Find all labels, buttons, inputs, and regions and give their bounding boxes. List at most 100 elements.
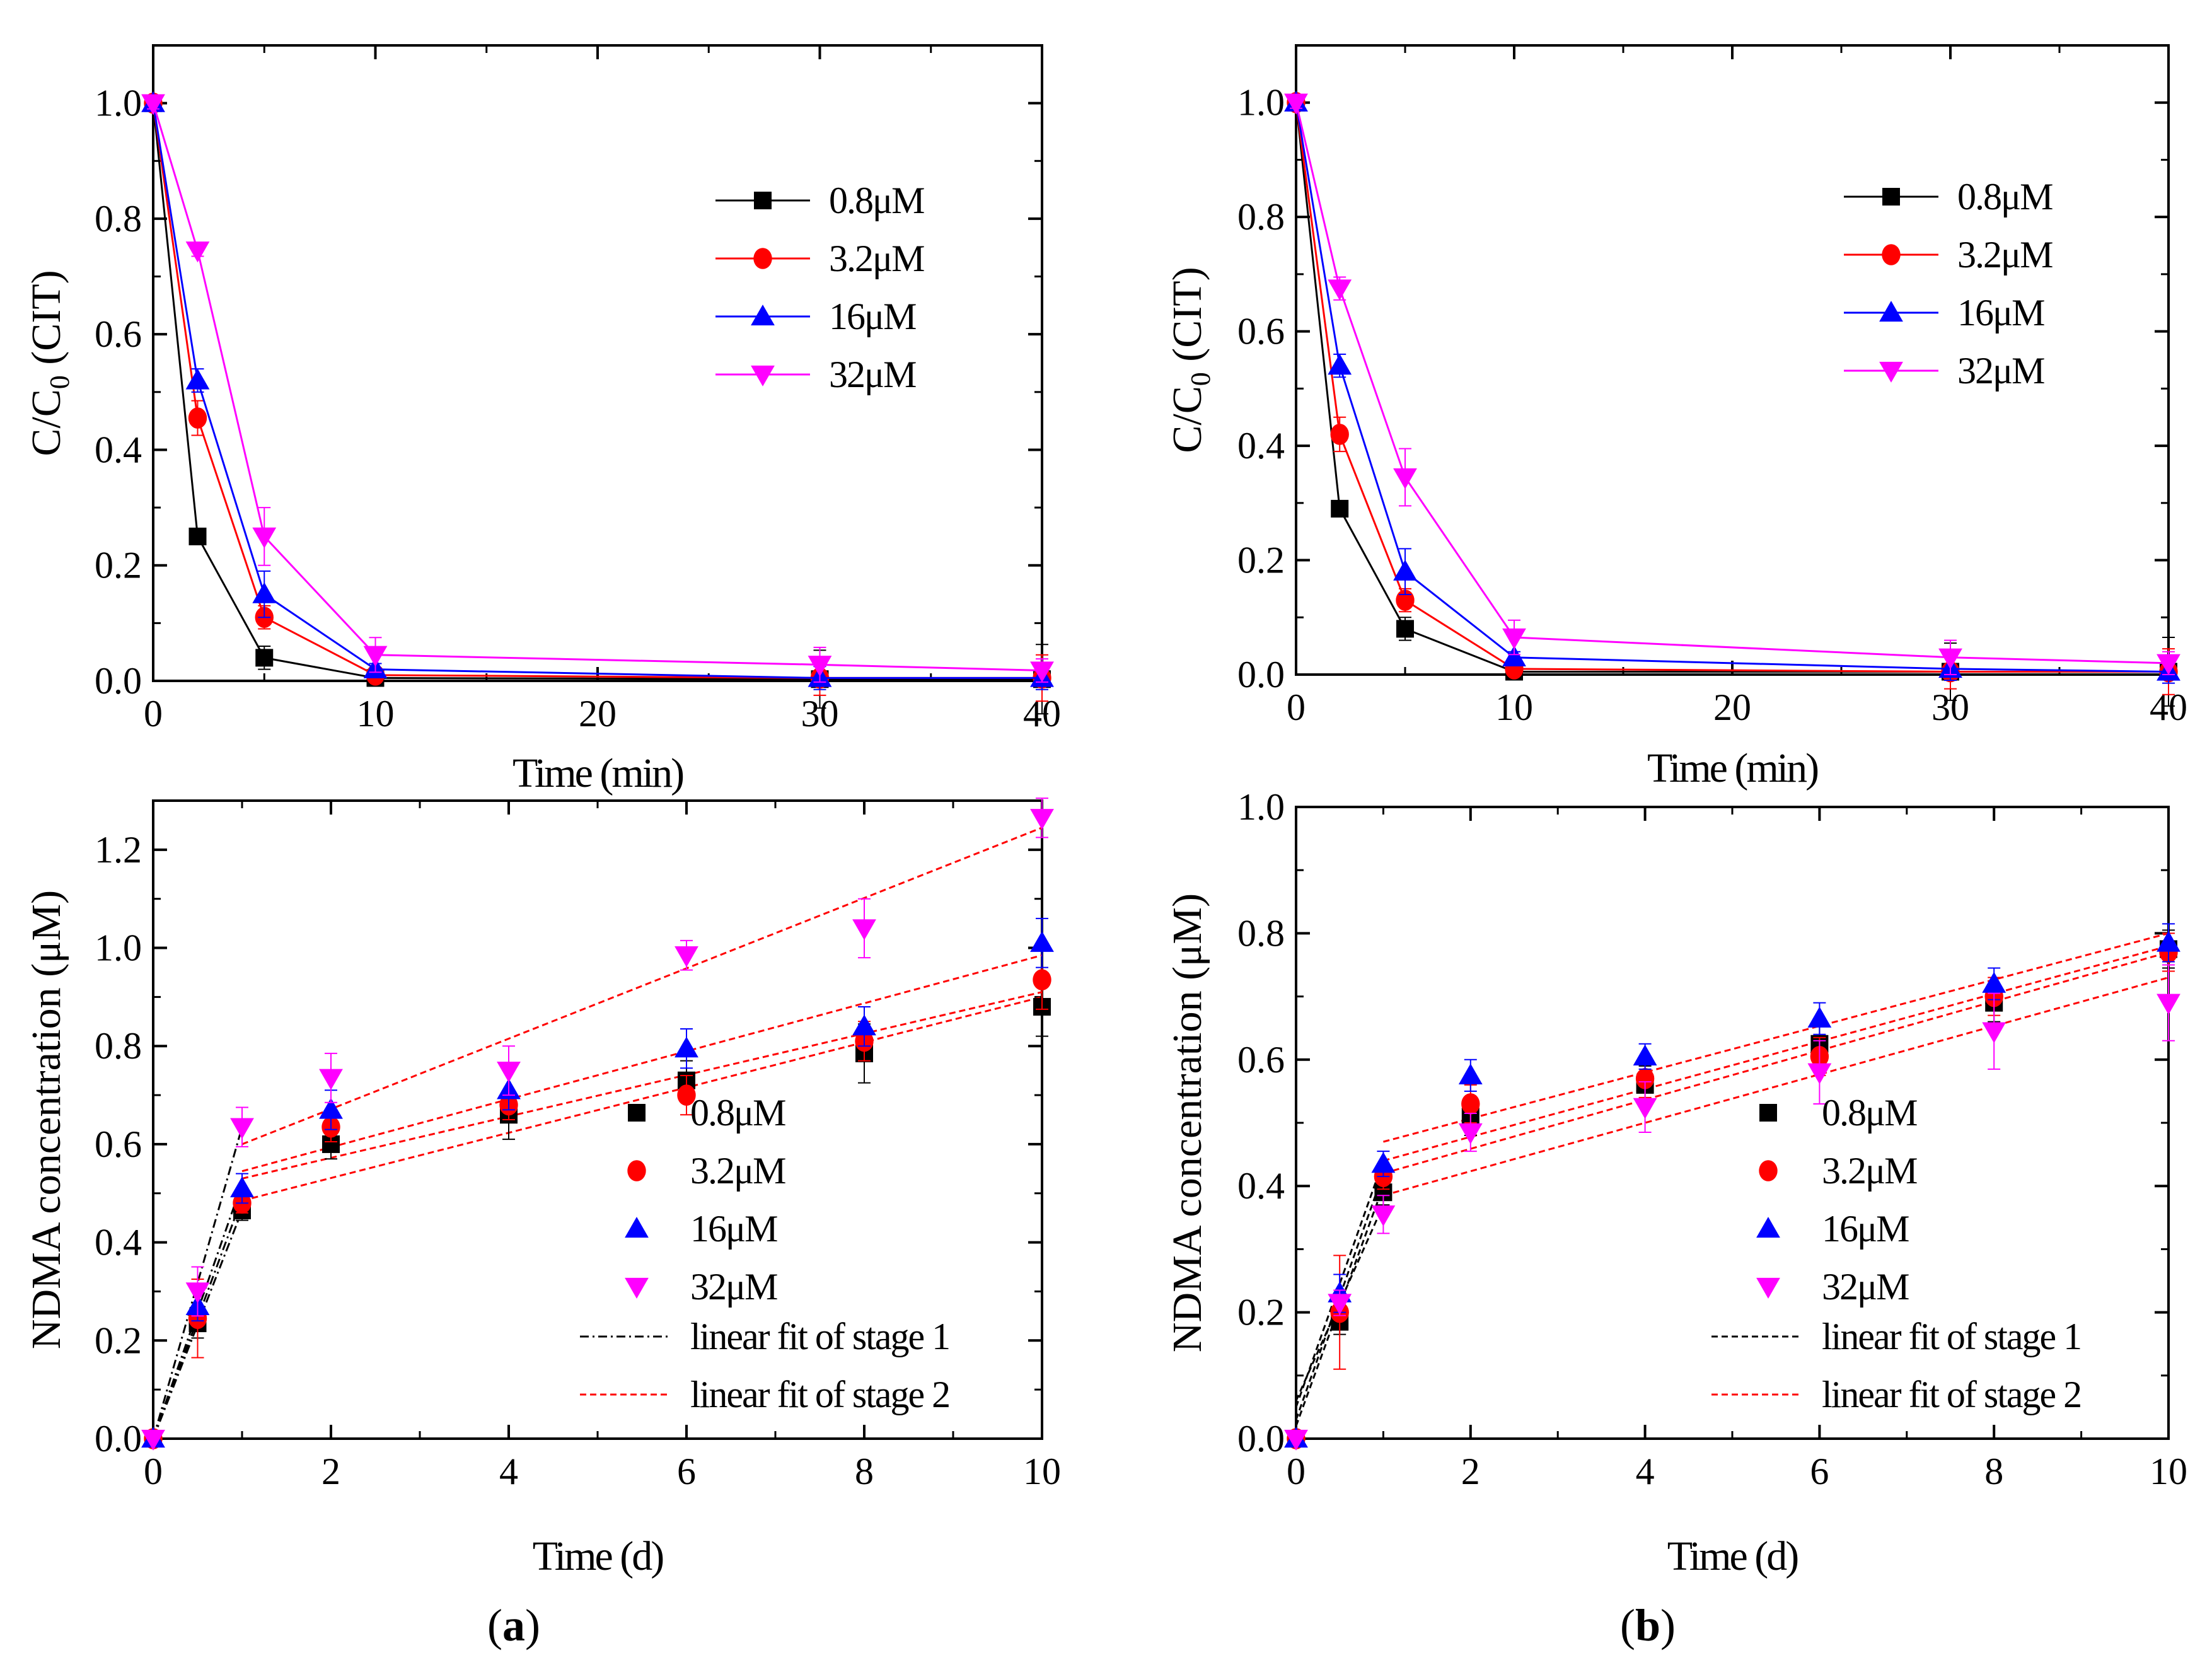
series-32um xyxy=(141,94,1054,683)
y-tick-label: 0.8 xyxy=(1237,196,1285,238)
x-tick-label: 0 xyxy=(1287,1451,1306,1492)
x-tick-label: 2 xyxy=(321,1451,340,1492)
legend-marker xyxy=(754,192,772,209)
data-point xyxy=(1807,1063,1832,1084)
y-axis-title: C/C0 (CIT) xyxy=(1164,267,1216,453)
fit-stage1-line xyxy=(1295,1173,1384,1420)
data-point xyxy=(1502,628,1526,649)
x-tick-label: 6 xyxy=(677,1451,696,1492)
legend-label: 3.2μM xyxy=(1957,234,2053,276)
series-32um xyxy=(1284,964,2180,1451)
x-axis-title: Time (min) xyxy=(512,750,683,796)
legend-label: 16μM xyxy=(829,296,916,337)
x-tick-label: 8 xyxy=(855,1451,874,1492)
legend-label: 0.8μM xyxy=(690,1092,785,1134)
data-point xyxy=(1635,1068,1655,1089)
data-point xyxy=(675,946,698,968)
legend-marker xyxy=(625,1277,649,1299)
data-point xyxy=(319,1098,343,1119)
y-tick-label: 0.4 xyxy=(95,1222,142,1263)
fit-stage1-line xyxy=(1295,1185,1384,1427)
y-tick-label: 0.2 xyxy=(95,545,142,586)
fit-stage2-line xyxy=(1383,932,2169,1143)
y-tick-label: 0.0 xyxy=(1237,654,1285,695)
data-point xyxy=(1371,1205,1396,1227)
y-tick-label: 0.8 xyxy=(95,1025,142,1067)
legend-label: 16μM xyxy=(690,1208,777,1250)
data-point xyxy=(2157,654,2180,675)
data-point xyxy=(185,368,210,390)
data-point xyxy=(1982,972,2006,993)
data-point xyxy=(1982,1022,2006,1043)
data-point xyxy=(185,1282,210,1304)
series-0-8um xyxy=(1287,929,2177,1447)
series-line xyxy=(152,103,1042,680)
x-tick-label: 10 xyxy=(2150,1451,2187,1492)
x-tick-label: 6 xyxy=(1810,1451,1829,1492)
series-line xyxy=(152,103,1042,679)
data-point xyxy=(188,407,207,429)
x-tick-label: 0 xyxy=(144,693,163,734)
legend-label: 16μM xyxy=(1822,1208,1909,1250)
data-point xyxy=(1938,648,1962,670)
y-tick-label: 1.0 xyxy=(95,927,142,969)
legend-fit-label: linear fit of stage 1 xyxy=(690,1316,949,1357)
legend-label: 32μM xyxy=(1822,1266,1909,1308)
legend-fit-label: linear fit of stage 2 xyxy=(1822,1374,2081,1415)
fit-stage2-line xyxy=(241,827,1043,1146)
data-point xyxy=(141,94,165,115)
data-point xyxy=(230,1176,254,1198)
data-point xyxy=(1393,468,1417,489)
fit-stage2-line xyxy=(1383,944,2169,1162)
data-point xyxy=(1328,279,1352,301)
chart-b-bottom: 0 2 4 6 8 10 0.0 0.2 0.4 0.6 0.8 1.0 Time (d) NDMA co… xyxy=(1164,786,2187,1579)
y-tick-label: 0.2 xyxy=(1237,540,1285,581)
series-line xyxy=(1295,102,2169,673)
data-point xyxy=(1461,1093,1480,1115)
y-tick-label: 0.2 xyxy=(95,1320,142,1361)
data-point xyxy=(1331,499,1349,518)
data-point xyxy=(1030,931,1054,952)
y-tick-label: 0.4 xyxy=(1237,1165,1285,1207)
data-point xyxy=(252,582,277,603)
x-axis-title: Time (d) xyxy=(533,1533,663,1579)
y-tick-label: 1.0 xyxy=(1237,786,1285,828)
data-point xyxy=(1330,424,1349,445)
data-point xyxy=(1328,1294,1352,1315)
x-tick-label: 10 xyxy=(1023,1451,1061,1492)
series-line xyxy=(152,103,1043,672)
data-point xyxy=(1396,620,1414,638)
data-point xyxy=(185,241,210,263)
data-point xyxy=(1284,93,1308,115)
data-point xyxy=(1502,645,1526,666)
legend-marker xyxy=(751,305,775,326)
legend-marker xyxy=(1759,1104,1777,1122)
legend-marker xyxy=(627,1160,646,1181)
series-32um xyxy=(141,798,1054,1451)
chart-a-bottom: 0 2 4 6 8 10 0.0 0.2 0.4 0.6 0.8 1.0 1.2 Time (d) NDMA… xyxy=(23,798,1061,1579)
data-point xyxy=(675,1036,698,1058)
x-axis-title: Time (d) xyxy=(1667,1533,1798,1579)
data-point xyxy=(1033,969,1051,990)
data-point xyxy=(852,919,876,941)
legend-label: 32μM xyxy=(1957,350,2044,392)
legend-marker xyxy=(628,1104,646,1122)
y-axis-title: NDMA concentration (μM) xyxy=(1164,893,1210,1352)
x-tick-label: 20 xyxy=(579,693,617,734)
data-point xyxy=(230,1118,254,1139)
y-axis-title: C/C0 (CIT) xyxy=(23,270,75,456)
data-point xyxy=(2157,931,2180,952)
series-line xyxy=(1295,102,2169,664)
legend-marker xyxy=(1882,244,1901,265)
fit-stage2-line xyxy=(241,995,1043,1202)
x-tick-label: 20 xyxy=(1713,687,1751,728)
data-point xyxy=(852,1014,876,1036)
data-point xyxy=(363,646,388,667)
legend-marker xyxy=(1759,1160,1778,1181)
data-point xyxy=(808,656,832,677)
series-line xyxy=(1295,102,2169,673)
x-tick-label: 0 xyxy=(1287,687,1306,728)
legend-marker xyxy=(1882,188,1900,206)
data-point xyxy=(319,1069,343,1090)
legend-label: 32μM xyxy=(690,1266,777,1308)
